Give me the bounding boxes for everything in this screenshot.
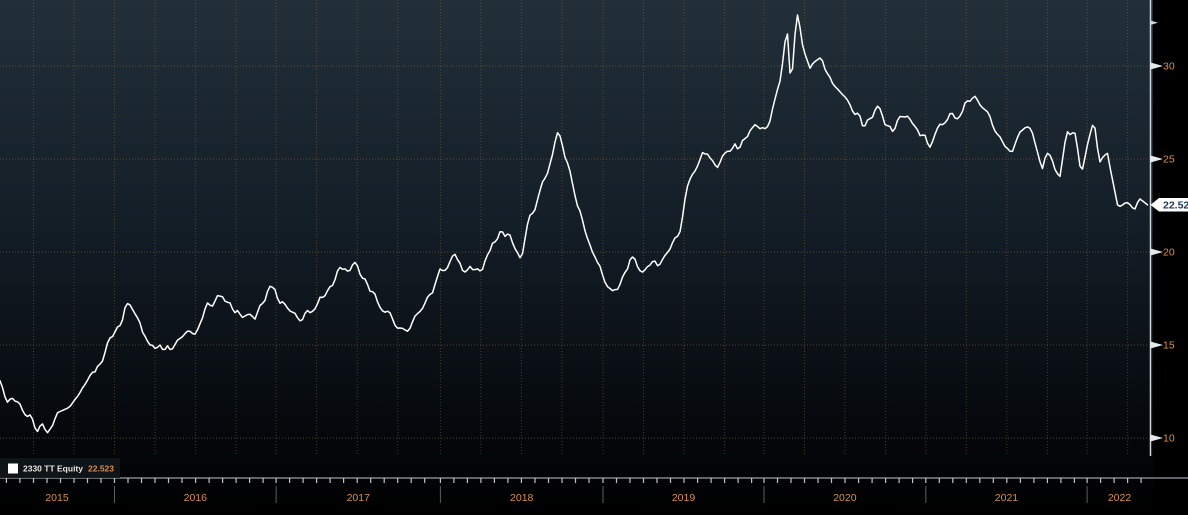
svg-text:2019: 2019 — [672, 492, 696, 504]
svg-text:2020: 2020 — [833, 492, 857, 504]
svg-text:22.523: 22.523 — [88, 464, 114, 474]
svg-text:2018: 2018 — [510, 492, 534, 504]
svg-text:15: 15 — [1163, 340, 1175, 352]
svg-text:2021: 2021 — [995, 492, 1019, 504]
svg-text:22.52: 22.52 — [1163, 200, 1188, 212]
svg-text:25: 25 — [1163, 154, 1175, 166]
svg-text:2022: 2022 — [1108, 492, 1132, 504]
svg-text:30: 30 — [1163, 61, 1175, 73]
svg-text:2015: 2015 — [45, 492, 69, 504]
svg-text:2330 TT Equity: 2330 TT Equity — [23, 464, 83, 474]
svg-text:20: 20 — [1163, 247, 1175, 259]
svg-text:2017: 2017 — [347, 492, 371, 504]
svg-text:2016: 2016 — [184, 492, 208, 504]
svg-text:10: 10 — [1163, 433, 1175, 445]
